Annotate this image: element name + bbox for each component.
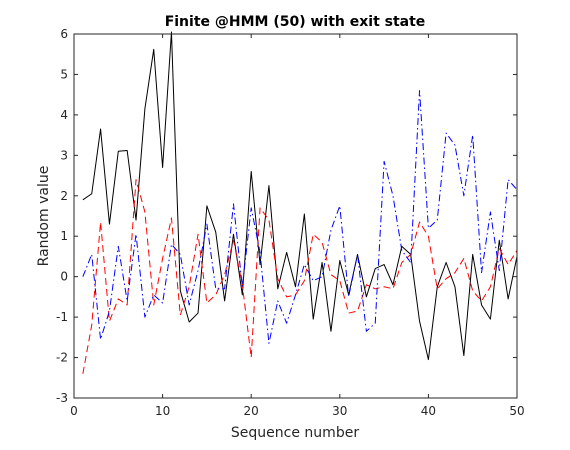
x-axis-label: Sequence number <box>231 425 359 441</box>
y-tick-label: -3 <box>56 391 68 405</box>
x-tick-label: 0 <box>70 404 78 418</box>
y-tick-label: 5 <box>60 67 68 81</box>
y-tick-label: -2 <box>56 351 68 365</box>
plot-area <box>74 34 517 398</box>
y-tick-label: 3 <box>60 148 68 162</box>
y-tick-label: 6 <box>60 27 68 41</box>
x-tick-label: 30 <box>332 404 347 418</box>
y-tick-label: -1 <box>56 310 68 324</box>
y-tick-label: 4 <box>60 108 68 122</box>
y-tick-label: 1 <box>60 229 68 243</box>
y-tick-label: 0 <box>60 270 68 284</box>
x-tick-label: 40 <box>421 404 436 418</box>
y-tick-label: 2 <box>60 189 68 203</box>
x-tick-label: 10 <box>155 404 170 418</box>
chart-title: Finite @HMM (50) with exit state <box>165 14 426 30</box>
y-axis-label: Random value <box>36 166 52 267</box>
x-tick-label: 20 <box>244 404 259 418</box>
x-tick-label: 50 <box>509 404 524 418</box>
